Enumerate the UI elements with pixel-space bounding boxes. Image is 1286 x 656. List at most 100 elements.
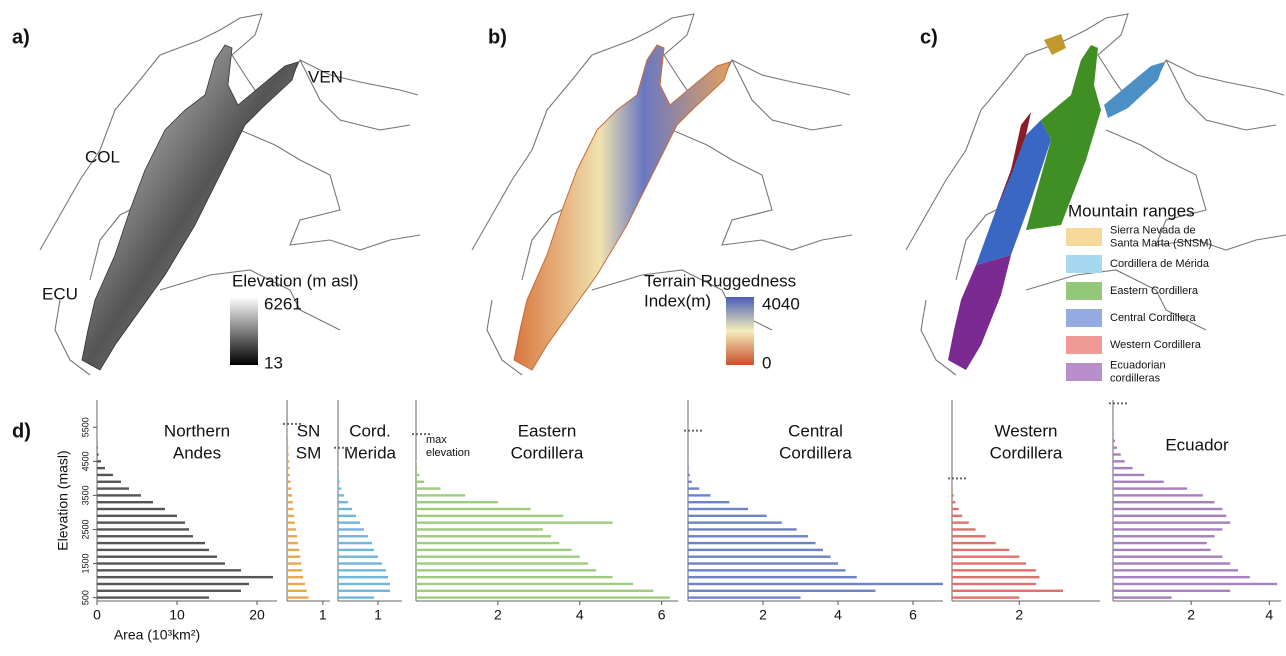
bar (416, 494, 465, 496)
bar (952, 576, 1039, 578)
bar (688, 501, 729, 503)
x-tick-label: 6 (909, 607, 917, 623)
bar (952, 508, 959, 510)
bar (688, 474, 690, 476)
bar (338, 576, 388, 578)
bar (338, 556, 378, 558)
legend-swatch (1066, 282, 1102, 300)
bar (416, 515, 563, 517)
panel-label: b) (488, 26, 507, 48)
bar (97, 474, 113, 476)
bar (338, 583, 390, 585)
bar (416, 556, 580, 558)
bar (688, 562, 838, 564)
bar (287, 528, 296, 530)
bar (688, 556, 831, 558)
chart-title: Ecuador (1165, 435, 1229, 454)
bar (338, 474, 339, 476)
bar (688, 481, 692, 483)
legend-label: Ecuadorian (1110, 359, 1166, 371)
bar (97, 494, 141, 496)
bar (287, 446, 288, 448)
chart-title: Cordillera (779, 443, 852, 462)
bar (1113, 556, 1222, 558)
bar (416, 535, 551, 537)
legend-swatch (1066, 255, 1102, 273)
bar (287, 542, 298, 544)
colorbar-title: Terrain Ruggedness (644, 271, 796, 290)
bar (952, 542, 996, 544)
y-tick-label: 500 (80, 590, 90, 605)
bar (287, 440, 288, 442)
bar (416, 481, 424, 483)
bar (1113, 433, 1114, 435)
x-tick-label: 6 (658, 607, 666, 623)
colorbar-max: 6261 (264, 294, 302, 313)
legend-swatch (1066, 363, 1102, 381)
x-tick-label: 1 (374, 607, 382, 623)
colorbar-min: 13 (264, 353, 283, 372)
bar (1113, 494, 1203, 496)
y-tick-label: 3500 (80, 485, 90, 505)
bar (952, 549, 1009, 551)
chart-title: Central (788, 421, 843, 440)
colorbar (726, 297, 754, 365)
bar (287, 576, 303, 578)
bar (952, 569, 1036, 571)
x-tick-label: 4 (834, 607, 842, 623)
chart-title: Cordillera (990, 443, 1063, 462)
bar (416, 528, 543, 530)
legend-label: Santa Marta (SNSM) (1110, 237, 1212, 249)
bar (1113, 542, 1207, 544)
bar (416, 474, 419, 476)
bar (97, 576, 273, 578)
bar (1113, 562, 1230, 564)
bar (416, 569, 596, 571)
bar (1113, 549, 1211, 551)
x-tick-label: 4 (1265, 607, 1273, 623)
x-tick-label: 4 (576, 607, 584, 623)
chart-title: Merida (344, 443, 397, 462)
bar (416, 467, 417, 469)
bar (97, 562, 225, 564)
bar (1113, 446, 1117, 448)
figure: a) VEN COL ECU Elevation (m asl) 6261 13… (0, 0, 1286, 651)
chart-title: SM (296, 443, 322, 462)
bar (688, 549, 823, 551)
x-tick-label: 2 (494, 607, 502, 623)
x-axis-label: Area (10³km²) (114, 627, 200, 643)
colorbar-title: Index(m) (644, 291, 711, 310)
bar (97, 508, 165, 510)
bar (1113, 535, 1215, 537)
x-tick-label: 20 (249, 607, 265, 623)
legend-swatch (1066, 228, 1102, 246)
panel-label: a) (12, 26, 30, 48)
histograms: Elevation (masl)500150025003500450055000… (55, 400, 1281, 643)
legend-label: Sierra Nevada de (1110, 224, 1196, 236)
bar (287, 583, 305, 585)
chart-title: Western (995, 421, 1058, 440)
bar (287, 596, 309, 598)
bar (1113, 481, 1164, 483)
bar (97, 596, 209, 598)
bar (416, 583, 633, 585)
bar (1113, 528, 1222, 530)
bar (952, 535, 986, 537)
bar (688, 583, 943, 585)
bar (952, 515, 962, 517)
bar (688, 467, 689, 469)
colorbar-max: 4040 (762, 294, 800, 313)
bar (338, 590, 390, 592)
bar (688, 590, 876, 592)
bar (1113, 569, 1238, 571)
bar (338, 535, 368, 537)
country-label: VEN (308, 67, 343, 86)
bar (287, 487, 291, 489)
bar (97, 501, 153, 503)
bar (338, 562, 382, 564)
bar (952, 528, 976, 530)
bar (416, 542, 559, 544)
bar (287, 556, 300, 558)
bar (338, 596, 374, 598)
bar (1113, 487, 1187, 489)
